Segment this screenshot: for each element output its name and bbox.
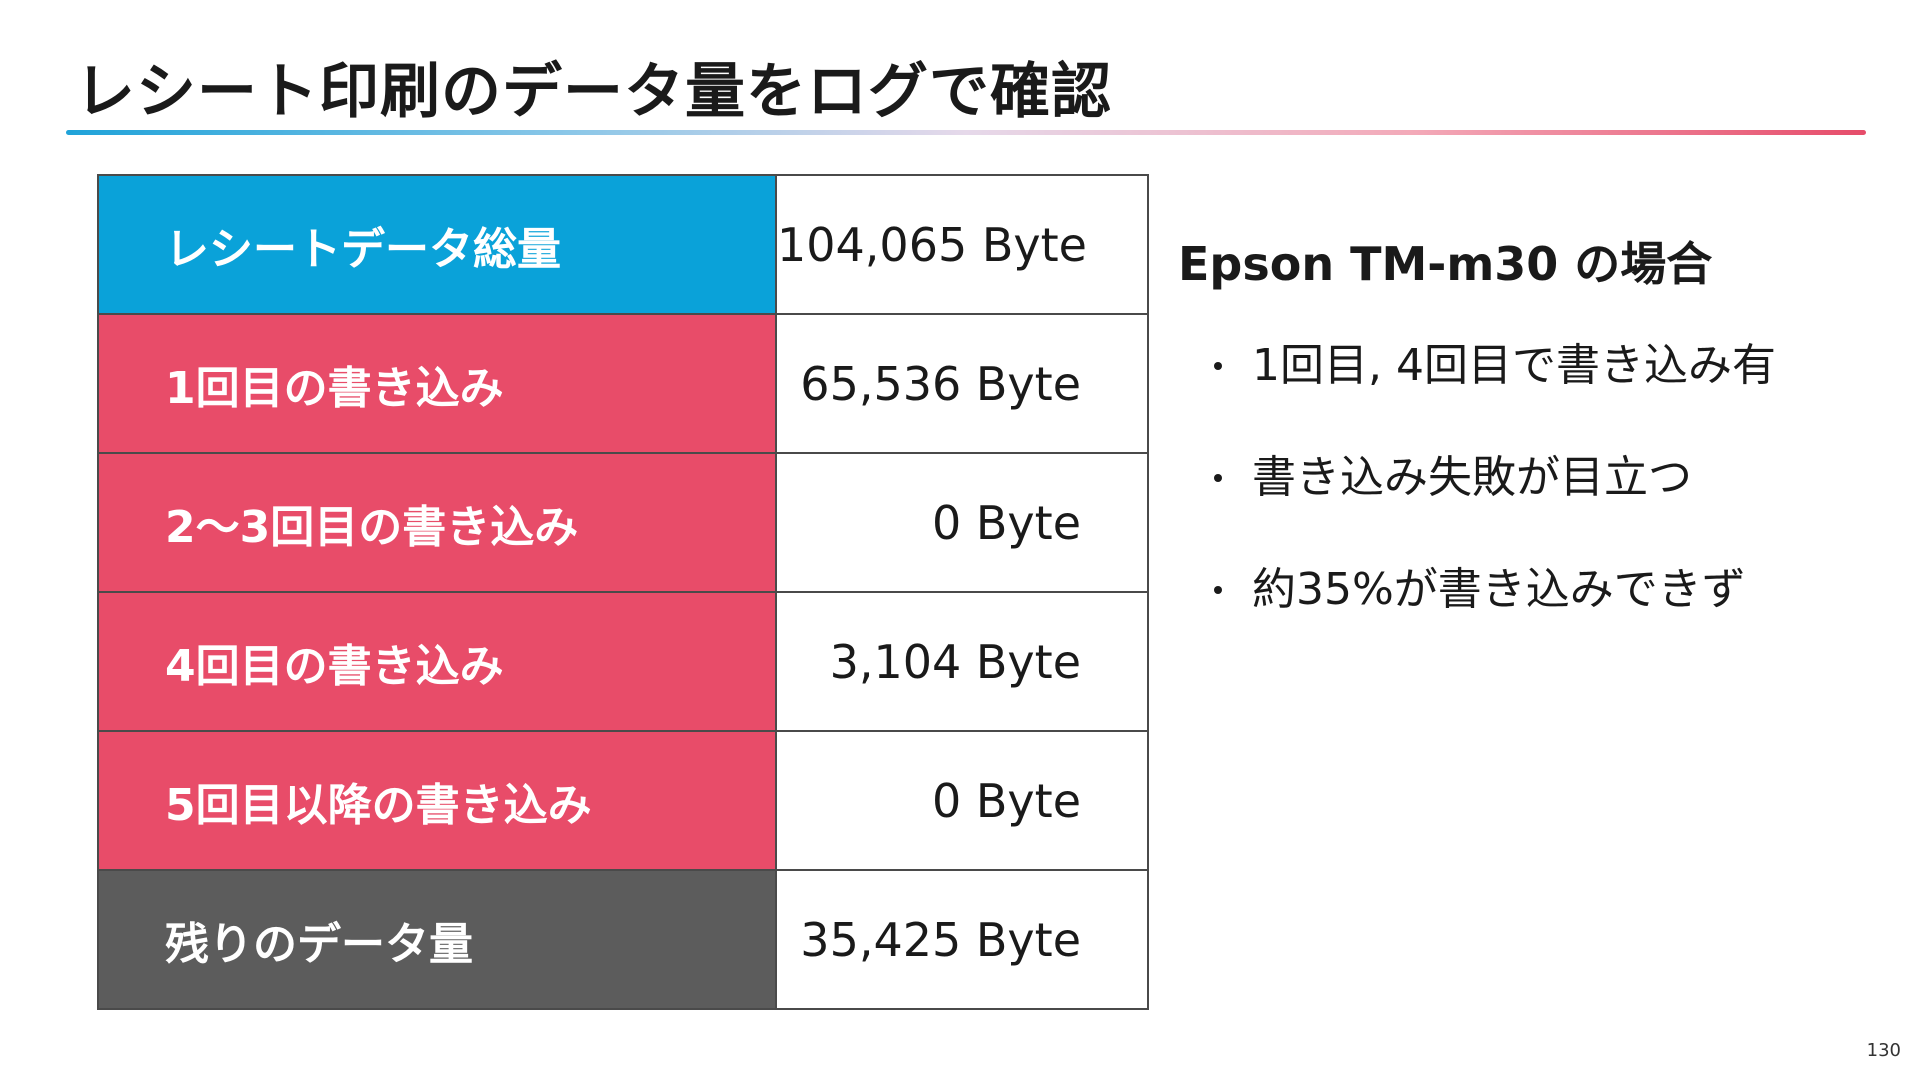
bullet-dot-icon xyxy=(1214,362,1222,370)
row-value: 104,065 Byte xyxy=(775,174,1149,315)
row-value: 35,425 Byte xyxy=(775,869,1149,1010)
bullet-text: 1回目, 4回目で書き込み有 xyxy=(1252,340,1776,391)
table-row-write-4: 4回目の書き込み 3,104 Byte xyxy=(97,591,1149,732)
bullet-dot-icon xyxy=(1214,474,1222,482)
table-row-write-1: 1回目の書き込み 65,536 Byte xyxy=(97,313,1149,454)
row-label: 2〜3回目の書き込み xyxy=(97,452,777,593)
slide-title: レシート印刷のデータ量をログで確認 xyxy=(75,57,1112,127)
bullet-dot-icon xyxy=(1214,586,1222,594)
row-value: 0 Byte xyxy=(775,730,1149,871)
row-label: 5回目以降の書き込み xyxy=(97,730,777,871)
bullet-text: 書き込み失敗が目立つ xyxy=(1252,452,1692,503)
row-label: 4回目の書き込み xyxy=(97,591,777,732)
side-notes: Epson TM-m30 の場合 1回目, 4回目で書き込み有 書き込み失敗が目… xyxy=(1178,230,1868,672)
row-value: 65,536 Byte xyxy=(775,313,1149,454)
row-value: 0 Byte xyxy=(775,452,1149,593)
row-label: 残りのデータ量 xyxy=(97,869,777,1010)
table-row-write-2-3: 2〜3回目の書き込み 0 Byte xyxy=(97,452,1149,593)
table-row-total: レシートデータ総量 104,065 Byte xyxy=(97,174,1149,315)
bullet-text: 約35%が書き込みできず xyxy=(1252,564,1746,615)
row-label: レシートデータ総量 xyxy=(97,174,777,315)
data-volume-table: レシートデータ総量 104,065 Byte 1回目の書き込み 65,536 B… xyxy=(97,174,1149,1010)
table-row-remaining: 残りのデータ量 35,425 Byte xyxy=(97,869,1149,1010)
row-value: 3,104 Byte xyxy=(775,591,1149,732)
list-item: 書き込み失敗が目立つ xyxy=(1178,448,1868,508)
bullet-list: 1回目, 4回目で書き込み有 書き込み失敗が目立つ 約35%が書き込みできず xyxy=(1178,336,1868,620)
table-row-write-5-plus: 5回目以降の書き込み 0 Byte xyxy=(97,730,1149,871)
title-divider xyxy=(66,130,1866,135)
page-number: 130 xyxy=(1866,1040,1901,1061)
list-item: 1回目, 4回目で書き込み有 xyxy=(1178,336,1868,396)
list-item: 約35%が書き込みできず xyxy=(1178,560,1868,620)
row-label: 1回目の書き込み xyxy=(97,313,777,454)
side-heading: Epson TM-m30 の場合 xyxy=(1178,237,1713,291)
